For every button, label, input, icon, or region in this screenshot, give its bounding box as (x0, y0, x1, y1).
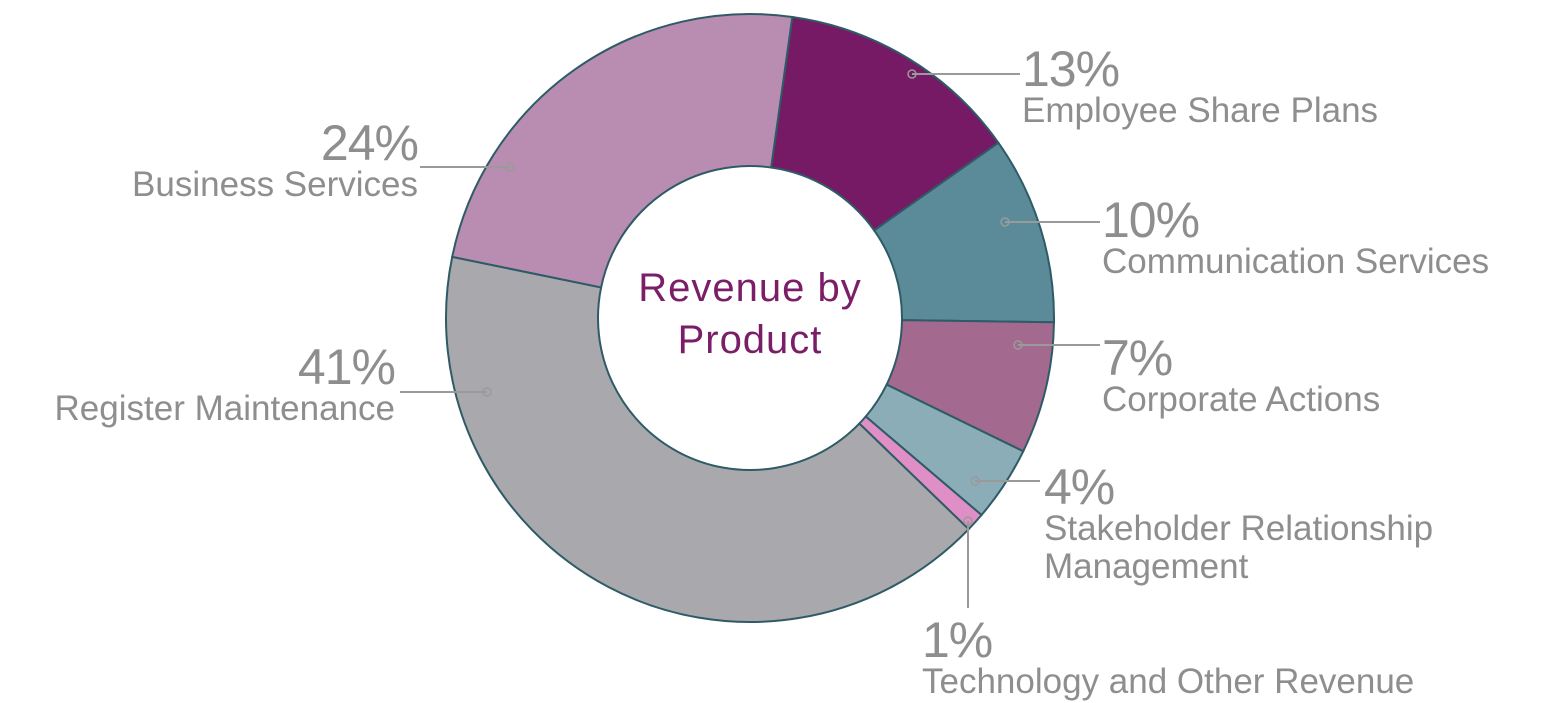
category-label: Stakeholder Relationship Management (1044, 509, 1434, 586)
category-label: Business Services (132, 165, 418, 204)
chart-title: Revenue by Product (638, 266, 862, 362)
donut-segment (451, 13, 794, 289)
leader-dot (1000, 217, 1010, 227)
value-label: 7% (1102, 330, 1173, 386)
value-label: 1% (922, 612, 993, 668)
leader-dot (482, 387, 492, 397)
leader-dot (963, 516, 973, 526)
value-label: 24% (320, 115, 419, 171)
category-label: Technology and Other Revenue (922, 662, 1415, 701)
leader-dot (970, 476, 980, 486)
category-label: Corporate Actions (1102, 380, 1381, 419)
value-label: 10% (1102, 192, 1200, 248)
donut-segment (445, 255, 971, 623)
category-label: Communication Services (1102, 242, 1490, 281)
value-label: 41% (297, 339, 396, 395)
value-label: 4% (1044, 459, 1115, 515)
leader-dot (907, 69, 917, 79)
category-label: Register Maintenance (54, 389, 395, 428)
category-label: Employee Share Plans (1022, 91, 1379, 130)
donut-segment (770, 15, 1000, 232)
value-label: 13% (1022, 41, 1120, 97)
leader-dot (505, 162, 515, 172)
leader-dot (1013, 340, 1023, 350)
